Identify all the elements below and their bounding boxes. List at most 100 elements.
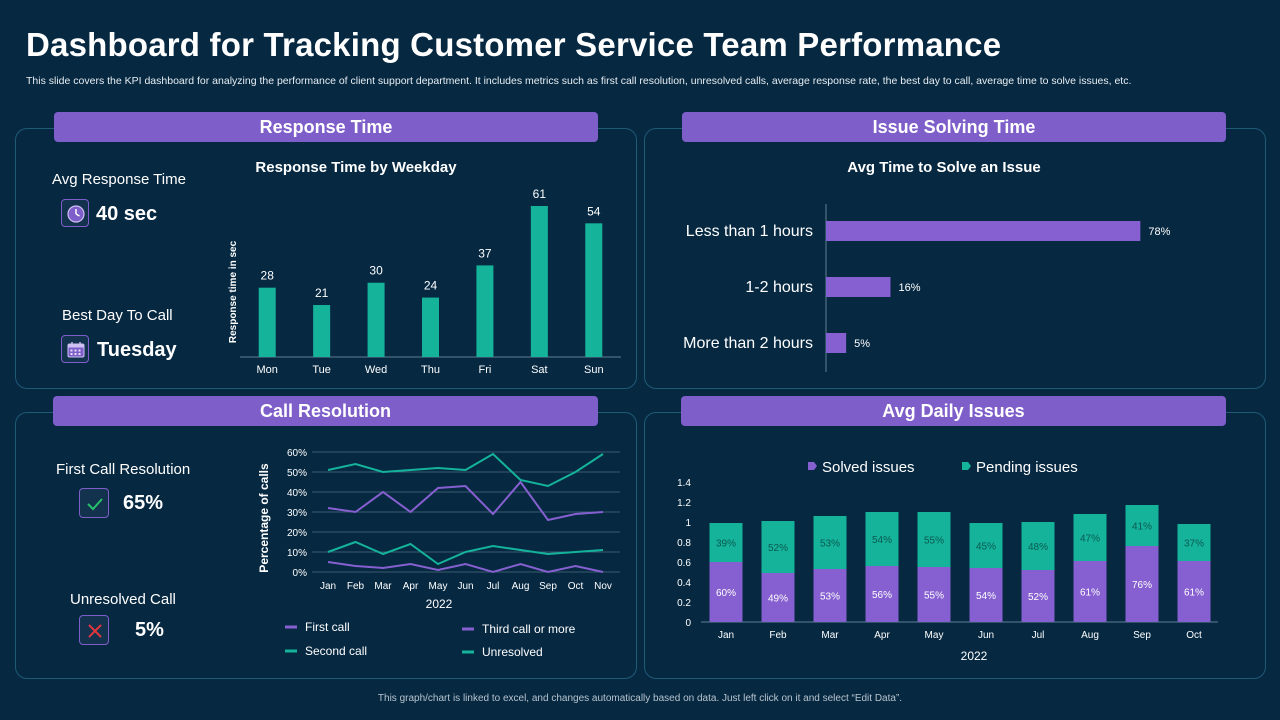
category-label: More than 2 hours bbox=[683, 335, 813, 352]
data-label: 41% bbox=[1132, 522, 1152, 533]
bar-pending bbox=[761, 521, 795, 573]
data-label: 37% bbox=[1184, 539, 1204, 550]
x-tick-label: Aug bbox=[1081, 630, 1099, 641]
footer-note: This graph/chart is linked to excel, and… bbox=[377, 693, 903, 704]
bar-solved bbox=[709, 562, 743, 622]
chart-title: Response Time by Weekday bbox=[255, 159, 457, 176]
avg-daily-issues-header: Avg Daily Issues bbox=[681, 396, 1226, 426]
data-label: 55% bbox=[924, 536, 944, 547]
page-title: Dashboard for Tracking Customer Service … bbox=[26, 26, 1002, 63]
data-label: 61% bbox=[1080, 588, 1100, 599]
avg-response-time-value: 40 sec bbox=[96, 203, 158, 225]
best-day-value: Tuesday bbox=[97, 339, 177, 361]
bar-pending bbox=[969, 523, 1003, 568]
bar bbox=[826, 221, 1141, 241]
data-label: 52% bbox=[1028, 592, 1048, 603]
legend-swatch bbox=[962, 462, 971, 470]
x-tick-label: Oct bbox=[1186, 630, 1202, 641]
y-tick-label: 0.6 bbox=[677, 558, 691, 569]
series-line bbox=[327, 480, 604, 522]
x-axis-label: 2022 bbox=[426, 597, 453, 611]
data-label: 54% bbox=[872, 535, 892, 546]
bar-solved bbox=[969, 568, 1003, 622]
legend-label: Second call bbox=[305, 644, 367, 658]
x-axis-label: 2022 bbox=[961, 649, 988, 663]
x-icon bbox=[79, 615, 109, 645]
call-resolution-header: Call Resolution bbox=[53, 396, 598, 426]
unresolved-call-label: Unresolved Call bbox=[70, 591, 176, 608]
tick-label: Sun bbox=[584, 364, 604, 376]
data-label: 21 bbox=[315, 286, 329, 300]
tick-label: Sat bbox=[531, 364, 548, 376]
bar-solved bbox=[1073, 561, 1107, 622]
data-label: 61 bbox=[533, 187, 547, 201]
x-tick-label: Jan bbox=[320, 581, 336, 592]
data-label: 5% bbox=[854, 338, 870, 350]
series-line bbox=[327, 561, 604, 574]
y-tick-label: 40% bbox=[287, 488, 307, 499]
data-label: 60% bbox=[716, 588, 736, 599]
data-label: 30 bbox=[369, 264, 383, 278]
call-resolution-chart: Percentage of calls 2022 0% 10% 20% 30% 40% 5… bbox=[257, 448, 620, 659]
bar-pending bbox=[1177, 524, 1211, 561]
bar-pending bbox=[917, 512, 951, 567]
series-line bbox=[327, 452, 604, 488]
bar-solved bbox=[761, 573, 795, 622]
data-label: 54% bbox=[976, 591, 996, 602]
data-label: 56% bbox=[872, 590, 892, 601]
bar-solved bbox=[865, 566, 899, 622]
category-label: Less than 1 hours bbox=[686, 223, 813, 240]
tick-label: Mon bbox=[257, 364, 278, 376]
x-tick-label: Nov bbox=[594, 581, 612, 592]
data-label: 54 bbox=[587, 204, 601, 218]
y-tick-label: 1.4 bbox=[677, 478, 691, 489]
best-day-label: Best Day To Call bbox=[62, 307, 173, 324]
x-tick-label: Sep bbox=[539, 581, 557, 592]
data-label: 39% bbox=[716, 539, 736, 550]
y-axis-label: Response time in sec bbox=[228, 240, 239, 343]
bar-pending bbox=[709, 523, 743, 562]
bar-solved bbox=[1177, 561, 1211, 622]
data-label: 24 bbox=[424, 279, 438, 293]
bar-solved bbox=[1125, 546, 1159, 622]
y-tick-label: 20% bbox=[287, 528, 307, 539]
issue-solving-chart: Avg Time to Solve an Issue 78% Less than … bbox=[683, 159, 1171, 372]
data-label: 78% bbox=[1148, 226, 1170, 238]
bar-pending bbox=[1021, 522, 1055, 570]
data-label: 49% bbox=[768, 594, 788, 605]
y-tick-label: 1 bbox=[685, 518, 691, 529]
x-tick-label: May bbox=[925, 630, 944, 641]
legend-label: Unresolved bbox=[482, 645, 543, 659]
bar-pending bbox=[1073, 514, 1107, 561]
bar-solved bbox=[917, 567, 951, 622]
bar bbox=[313, 305, 331, 357]
unresolved-call-value: 5% bbox=[135, 619, 164, 641]
x-tick-label: Apr bbox=[874, 630, 890, 641]
x-tick-label: May bbox=[429, 581, 448, 592]
y-tick-label: 0% bbox=[293, 568, 308, 579]
bar-pending bbox=[813, 516, 847, 569]
data-label: 47% bbox=[1080, 534, 1100, 545]
y-tick-label: 0.4 bbox=[677, 578, 691, 589]
x-tick-label: Sep bbox=[1133, 630, 1151, 641]
x-tick-label: Apr bbox=[403, 581, 419, 592]
avg-daily-issues-chart: 2022 0 0.2 0.4 0.6 0.8 1 1.2 1.4 60% 39% Jan 49% 52%… bbox=[677, 459, 1218, 663]
data-label: 45% bbox=[976, 542, 996, 553]
check-icon bbox=[79, 488, 109, 518]
tick-label: Wed bbox=[365, 364, 387, 376]
chart-title: Avg Time to Solve an Issue bbox=[847, 159, 1040, 176]
x-tick-label: Jan bbox=[718, 630, 734, 641]
avg-response-time-label: Avg Response Time bbox=[52, 171, 186, 188]
y-tick-label: 60% bbox=[287, 448, 307, 459]
legend-swatch bbox=[808, 462, 817, 470]
tick-label: Tue bbox=[312, 364, 331, 376]
bar bbox=[826, 277, 891, 297]
x-tick-label: Feb bbox=[347, 581, 365, 592]
tick-label: Fri bbox=[479, 364, 492, 376]
legend-label: Pending issues bbox=[976, 459, 1078, 476]
data-label: 53% bbox=[820, 592, 840, 603]
y-tick-label: 0.2 bbox=[677, 598, 691, 609]
data-label: 52% bbox=[768, 543, 788, 554]
tick-label: Thu bbox=[421, 364, 440, 376]
legend-label: Solved issues bbox=[822, 459, 915, 476]
